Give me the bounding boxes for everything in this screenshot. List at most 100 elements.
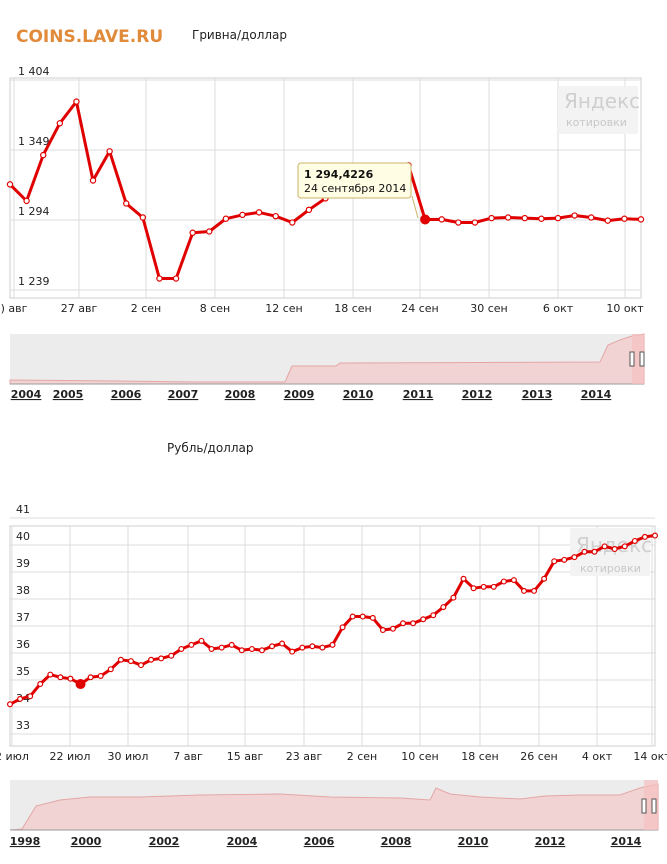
data-point[interactable] [561,556,568,563]
data-point[interactable] [541,575,548,582]
data-point[interactable] [87,674,94,681]
highlighted-point[interactable] [420,214,431,225]
data-point[interactable] [67,675,74,682]
data-point[interactable] [97,672,104,679]
data-point[interactable] [148,656,155,663]
data-point[interactable] [106,148,113,155]
data-point[interactable] [450,594,457,601]
data-point[interactable] [389,625,396,632]
data-point[interactable] [604,217,611,224]
data-point[interactable] [248,645,255,652]
data-point[interactable] [631,537,638,544]
data-point[interactable] [538,215,545,222]
overview-right-handle[interactable] [639,351,645,367]
data-point[interactable] [611,546,618,553]
data-point[interactable] [438,216,445,223]
data-point[interactable] [339,624,346,631]
data-point[interactable] [89,177,97,184]
data-point[interactable] [521,214,528,222]
data-point[interactable] [73,98,80,105]
data-point[interactable] [500,578,507,585]
data-point[interactable] [379,627,386,634]
overview-selection[interactable] [632,334,644,384]
data-point[interactable] [127,658,134,665]
data-point[interactable] [258,647,265,654]
data-point[interactable] [255,209,263,216]
overview-year-label[interactable]: 2011 [403,388,434,401]
data-point[interactable] [359,613,366,620]
data-point[interactable] [138,662,145,669]
overview-year-label[interactable]: 2013 [522,388,553,401]
overview-year-label[interactable]: 2008 [381,835,412,848]
overview-year-label[interactable]: 2004 [227,835,258,848]
data-point[interactable] [369,614,376,621]
data-point[interactable] [139,214,147,221]
overview-year-label[interactable]: 1998 [10,835,41,848]
highlighted-point[interactable] [75,679,86,690]
data-point[interactable] [455,219,462,226]
data-point[interactable] [571,554,578,561]
data-point[interactable] [400,620,407,627]
chart2-overview[interactable]: 1998 2000 2002 2004 2006 2008 2010 2012 2014 [10,780,659,848]
data-point[interactable] [299,644,306,651]
site-logo[interactable]: COINS.LAVE.RU [16,27,163,47]
data-point[interactable] [188,641,195,648]
data-point[interactable] [471,219,479,226]
data-point[interactable] [239,211,246,219]
data-point[interactable] [206,228,213,235]
overview-year-label[interactable]: 2012 [535,835,566,848]
data-point[interactable] [571,212,578,219]
data-point[interactable] [168,652,175,659]
data-point[interactable] [117,656,124,663]
data-point[interactable] [551,558,558,565]
data-point[interactable] [651,532,658,539]
overview-year-label[interactable]: 2012 [462,388,493,401]
data-point[interactable] [156,275,163,282]
overview-year-label[interactable]: 2007 [168,388,199,401]
data-point[interactable] [504,214,512,221]
data-point[interactable] [420,616,427,623]
data-point[interactable] [591,548,598,555]
overview-year-label[interactable]: 2010 [343,388,374,401]
data-point[interactable] [198,637,205,644]
data-point[interactable] [208,645,215,652]
data-point[interactable] [587,214,595,221]
overview-year-label[interactable]: 2006 [111,388,142,401]
data-point[interactable] [6,181,14,188]
overview-left-handle[interactable] [629,351,635,367]
data-point[interactable] [40,151,47,159]
data-point[interactable] [123,200,130,207]
data-point[interactable] [470,585,477,592]
data-point[interactable] [531,587,538,594]
data-point[interactable] [158,655,165,662]
data-point[interactable] [637,216,645,223]
data-point[interactable] [57,674,64,681]
overview-year-label[interactable]: 2014 [611,835,642,848]
data-point[interactable] [305,206,313,214]
data-point[interactable] [319,644,326,651]
data-point[interactable] [37,681,44,688]
data-point[interactable] [440,604,447,611]
data-point[interactable] [269,643,276,650]
data-point[interactable] [520,587,527,594]
data-point[interactable] [554,214,562,222]
data-point[interactable] [47,671,54,678]
data-point[interactable] [189,229,196,236]
overview-year-label[interactable]: 2010 [458,835,489,848]
data-point[interactable] [23,197,30,205]
overview-year-label[interactable]: 2006 [304,835,335,848]
data-point[interactable] [272,212,279,220]
data-point[interactable] [172,275,180,282]
overview-year-label[interactable]: 2008 [225,388,256,401]
data-point[interactable] [228,641,235,648]
data-point[interactable] [329,641,336,648]
chart1-overview[interactable]: 2004 2005 2006 2007 2008 2009 2010 2011 2012 2013… [9,333,645,401]
data-point[interactable] [488,214,495,222]
data-point[interactable] [510,577,517,584]
overview2-selection[interactable] [644,780,658,830]
overview-year-label[interactable]: 2004 [11,388,42,401]
data-point[interactable] [289,648,296,655]
data-point[interactable] [218,644,225,651]
overview2-left-handle[interactable] [641,798,647,814]
overview-year-label[interactable]: 2005 [53,388,84,401]
